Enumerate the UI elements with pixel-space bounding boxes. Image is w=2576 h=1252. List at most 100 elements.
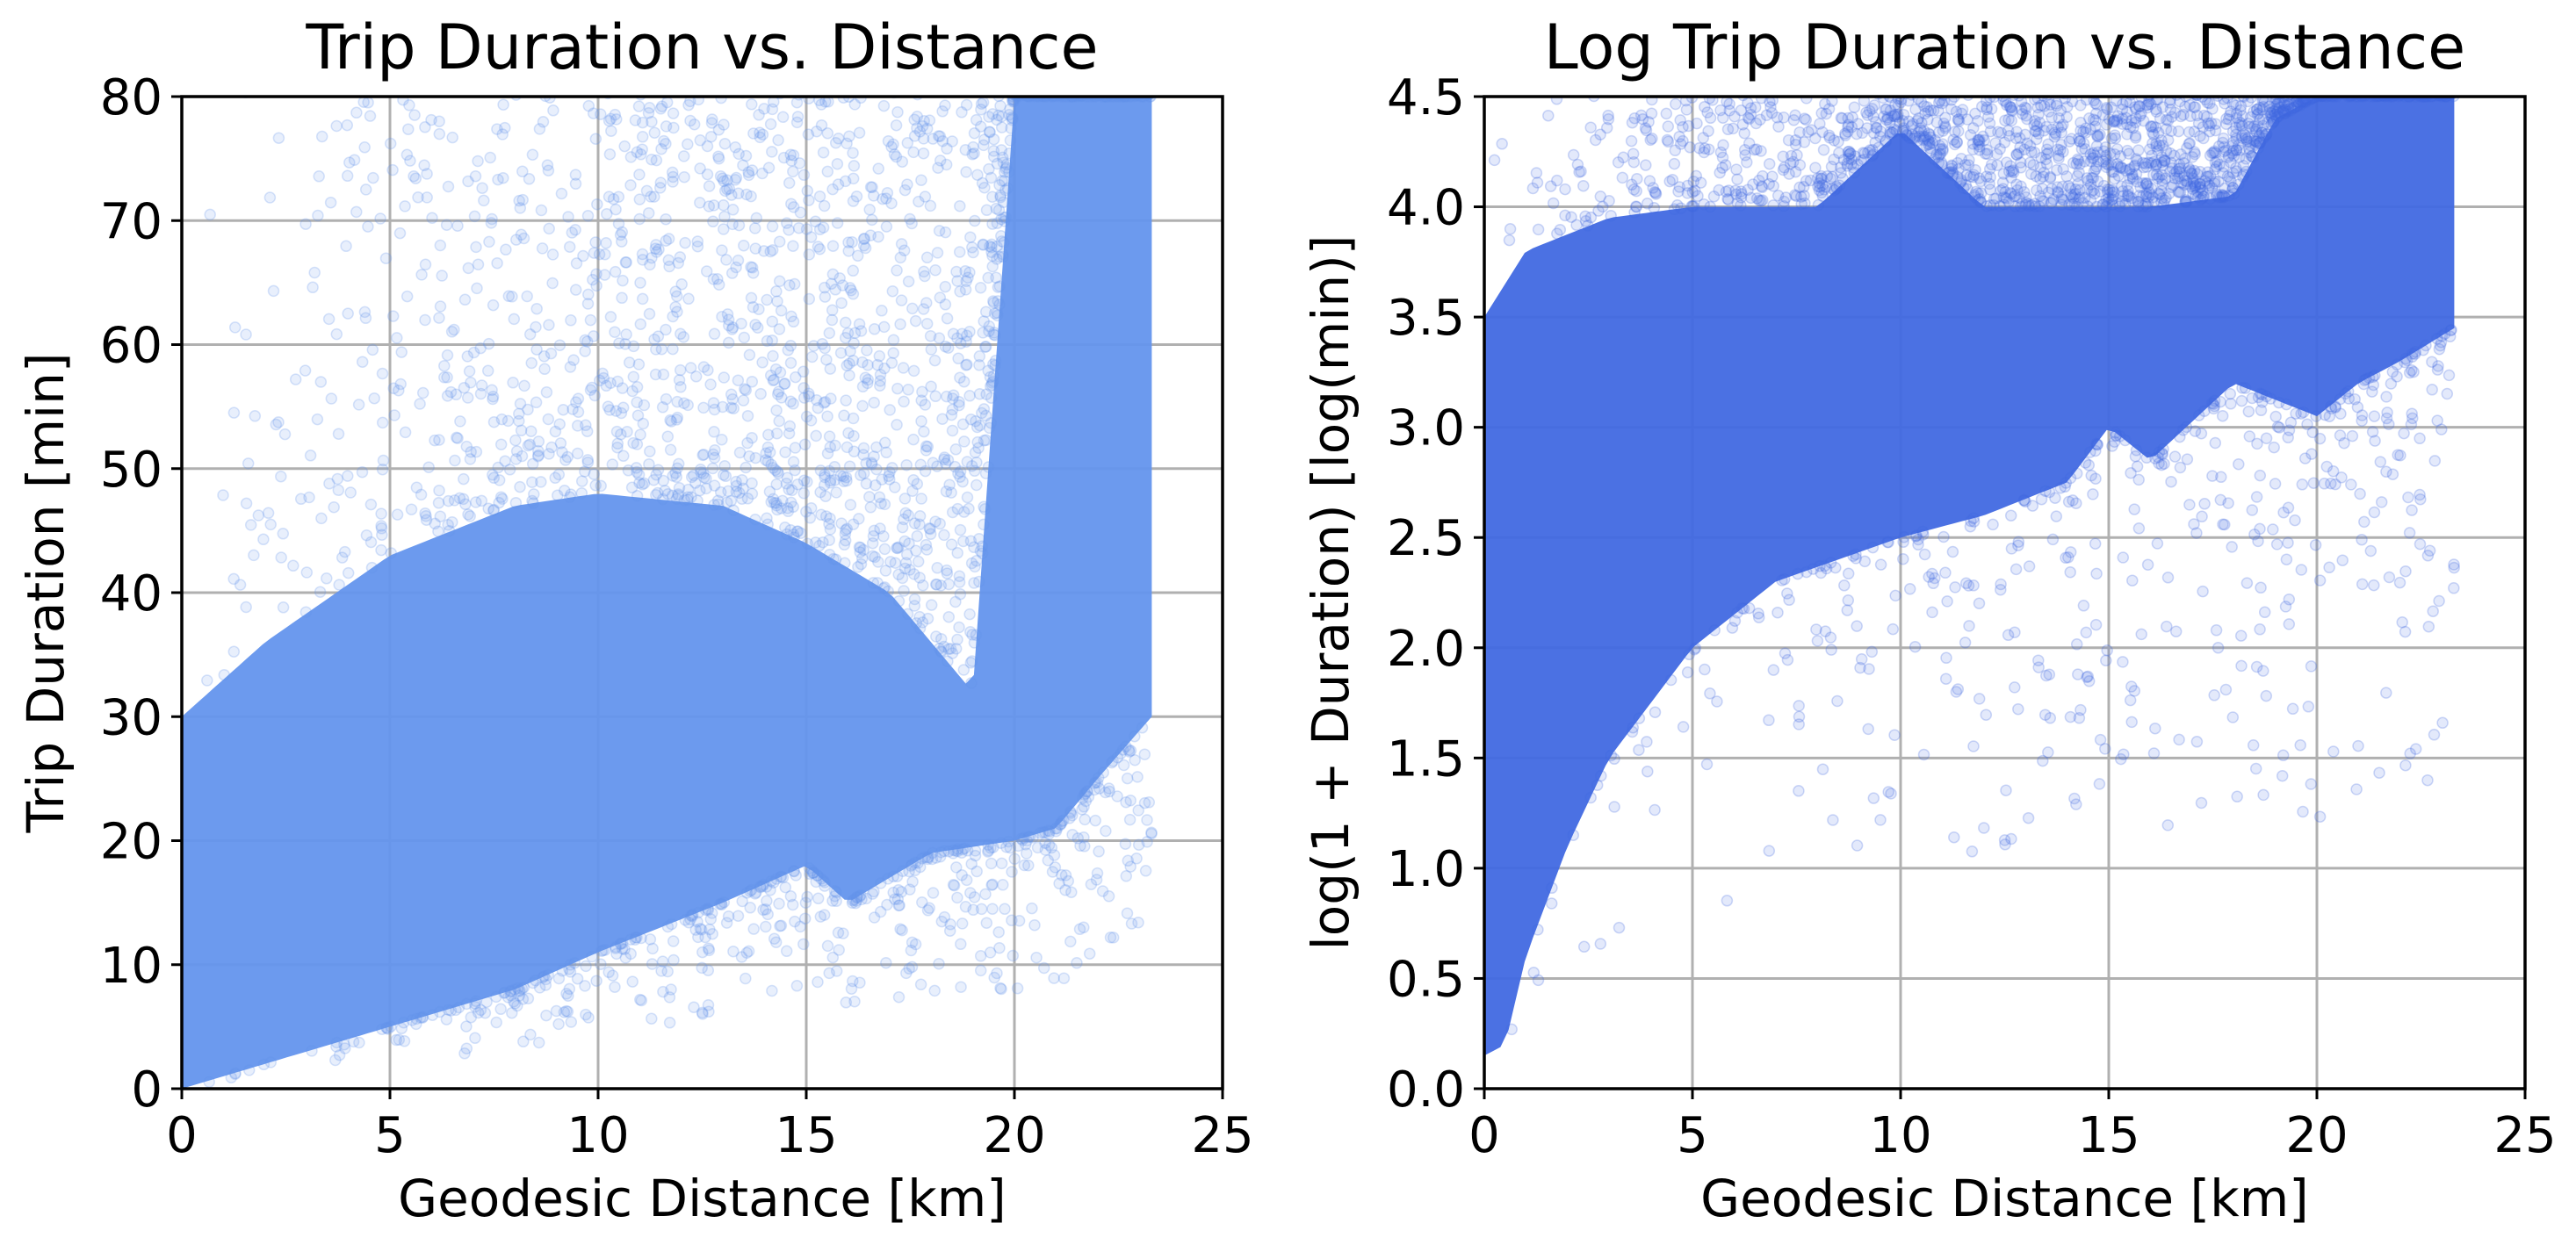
left-scatter-point	[688, 118, 701, 131]
right-scatter-point	[1677, 721, 1690, 733]
left-scatter-point	[659, 485, 671, 497]
right-scatter-point	[2048, 130, 2061, 143]
left-scatter-point	[429, 517, 441, 530]
right-scatter-point	[1686, 186, 1699, 198]
right-scatter-point	[2429, 86, 2440, 97]
left-scatter-point	[646, 958, 659, 970]
left-scatter-point	[692, 906, 704, 919]
right-scatter-point	[2186, 172, 2199, 184]
left-scatter-point	[878, 543, 891, 556]
left-scatter-point	[440, 219, 453, 231]
right-scatter-point	[1995, 583, 2007, 596]
left-scatter-point	[844, 282, 856, 294]
left-scatter-point	[865, 458, 878, 471]
left-scatter-point	[484, 151, 496, 164]
left-scatter-point	[532, 449, 545, 462]
left-scatter-point	[391, 508, 404, 521]
left-scatter-point	[884, 556, 897, 568]
right-scatter-point	[2255, 581, 2267, 594]
left-scatter-point	[891, 382, 904, 395]
left-scatter-point	[901, 137, 914, 149]
left-scatter-point	[738, 331, 751, 344]
left-scatter-point	[987, 295, 999, 307]
left-scatter-point	[610, 940, 622, 953]
left-scatter-point	[1132, 85, 1143, 96]
left-scatter-point	[1079, 83, 1090, 94]
right-scatter-point	[2101, 197, 2114, 209]
left-scatter-point	[277, 601, 290, 614]
right-scatter-point	[2280, 553, 2293, 565]
right-scatter-point	[2295, 564, 2308, 576]
right-scatter-point	[1842, 567, 1855, 580]
left-scatter-point	[532, 435, 545, 448]
left-scatter-point	[487, 469, 499, 481]
right-scatter-point	[2165, 475, 2177, 488]
left-scatter-point	[836, 279, 849, 291]
left-scatter-point	[828, 885, 841, 897]
right-scatter-point	[2005, 101, 2017, 114]
right-scatter-point	[2257, 788, 2269, 802]
left-scatter-point	[892, 884, 905, 896]
left-scatter-point	[831, 217, 844, 229]
left-scatter-point	[716, 172, 729, 184]
left-scatter-point	[376, 367, 389, 380]
left-scatter-point	[845, 982, 858, 995]
left-scatter-point	[522, 439, 535, 452]
left-scatter-point	[380, 1022, 393, 1034]
left-scatter-point	[1076, 803, 1088, 816]
right-scatter-point	[2087, 171, 2100, 184]
right-scatter-point	[2225, 175, 2237, 188]
left-scatter-point	[696, 1008, 709, 1020]
right-scatter-point	[2117, 551, 2130, 564]
left-scatter-point	[814, 486, 826, 499]
left-scatter-point	[963, 608, 976, 621]
left-scatter-point	[764, 884, 776, 896]
right-scatter-point	[1693, 84, 1704, 95]
right-scatter-point	[2161, 620, 2173, 633]
left-scatter-point	[590, 279, 603, 292]
right-scatter-point	[2210, 118, 2222, 130]
right-scatter-point	[2250, 491, 2263, 503]
left-scatter-point	[1089, 814, 1101, 827]
left-scatter-point	[911, 478, 924, 490]
left-scatter-point	[775, 919, 788, 932]
left-scatter-point	[832, 178, 845, 191]
left-scatter-point	[929, 515, 942, 528]
right-scatter-point	[2072, 177, 2084, 191]
left-scatter-point	[1133, 78, 1144, 89]
left-scatter-point	[514, 480, 526, 493]
left-scatter-point	[868, 885, 880, 898]
left-scatter-point	[829, 474, 841, 486]
left-scatter-point	[878, 436, 891, 450]
left-scatter-point	[533, 123, 546, 135]
left-scatter-point	[702, 903, 715, 917]
left-scatter-point	[342, 566, 355, 579]
left-scatter-point	[782, 344, 795, 356]
left-scatter-point	[776, 392, 788, 404]
left-scatter-point	[971, 169, 984, 181]
left-scatter-point	[650, 488, 662, 501]
left-scatter-point	[1059, 869, 1072, 881]
left-scatter-point	[896, 924, 908, 937]
left-scatter-point	[866, 888, 879, 900]
left-scatter-point	[1144, 78, 1155, 89]
left-scatter-point	[946, 424, 959, 437]
right-scatter-point	[2322, 86, 2333, 97]
left-scatter-point	[732, 910, 745, 922]
right-scatter-point	[2046, 111, 2058, 124]
right-scatter-point	[2313, 810, 2327, 823]
right-scatter-point	[2405, 85, 2415, 96]
left-scatter-point	[637, 417, 650, 430]
right-scatter-point	[2256, 396, 2269, 408]
left-scatter-point	[340, 240, 352, 253]
left-scatter-point	[982, 271, 994, 284]
left-scatter-point	[569, 284, 582, 296]
left-scatter-point	[486, 212, 498, 226]
left-scatter-point	[663, 1017, 676, 1029]
left-scatter-point	[514, 202, 527, 214]
left-scatter-point	[989, 355, 1002, 367]
right-scatter-point	[1888, 729, 1901, 741]
left-scatter-point	[990, 271, 1002, 284]
left-scatter-point	[841, 359, 854, 372]
right-scatter-point	[2366, 84, 2377, 95]
